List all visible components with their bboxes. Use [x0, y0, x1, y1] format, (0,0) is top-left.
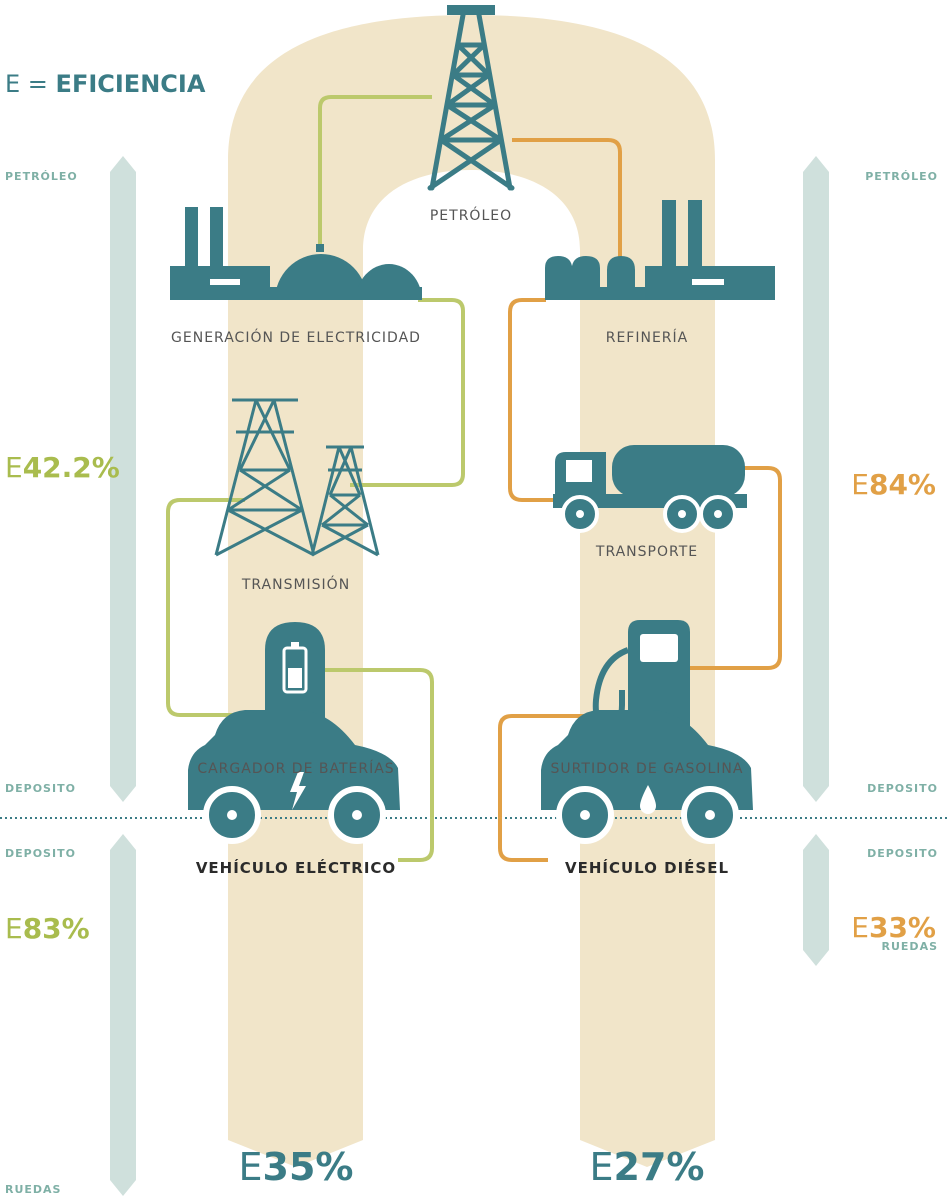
icon-shape — [227, 810, 237, 820]
efficiency-prefix: E — [851, 911, 869, 944]
title-prefix: E = — [5, 70, 48, 98]
node-label: TRANSMISIÓN — [241, 575, 350, 593]
icon-shape — [291, 642, 299, 648]
efficiency-prefix: E — [590, 1145, 614, 1189]
node-label: PETRÓLEO — [430, 206, 512, 224]
vehicle-label: VEHÍCULO DIÉSEL — [565, 858, 729, 877]
efficiency-prefix: E — [5, 451, 23, 484]
icon-shape — [678, 510, 686, 518]
stage-efficiency: E84% — [851, 468, 936, 501]
icon-shape — [640, 634, 678, 662]
scale-label: DEPOSITO — [5, 782, 76, 795]
scale-label: PETRÓLEO — [865, 170, 938, 183]
scale-label: RUEDAS — [5, 1183, 61, 1196]
efficiency-prefix: E — [851, 468, 869, 501]
icon-shape — [692, 279, 724, 285]
icon-shape — [714, 510, 722, 518]
connector — [510, 300, 556, 500]
total-efficiency: E27% — [590, 1145, 705, 1189]
scale-label: DEPOSITO — [867, 847, 938, 860]
node-label: SURTIDOR DE GASOLINA — [551, 761, 744, 777]
node-label: REFINERÍA — [606, 329, 689, 346]
efficiency-value: 84% — [869, 468, 936, 501]
efficiency-prefix: E — [239, 1145, 263, 1189]
connector — [350, 300, 463, 485]
title-text: EFICIENCIA — [56, 70, 206, 98]
icon-shape — [288, 668, 302, 688]
node-label: GENERACIÓN DE ELECTRICIDAD — [171, 328, 421, 346]
icon-shape — [580, 810, 590, 820]
icon-shape — [210, 279, 240, 285]
icon-shape — [662, 200, 676, 270]
node-label: TRANSPORTE — [595, 544, 698, 560]
icon-shape — [688, 200, 702, 270]
node-label: CARGADOR DE BATERÍAS — [197, 760, 394, 777]
scale-bar — [803, 156, 829, 802]
icon-shape — [316, 244, 324, 252]
scale-label: DEPOSITO — [5, 847, 76, 860]
title: E = EFICIENCIA — [5, 70, 206, 98]
efficiency-prefix: E — [5, 912, 23, 945]
efficiency-value: 35% — [263, 1145, 354, 1189]
scale-label: PETRÓLEO — [5, 170, 78, 183]
scale-bar — [803, 834, 829, 966]
efficiency-value: 83% — [23, 912, 90, 945]
icon-shape — [185, 207, 198, 272]
icon-shape — [545, 287, 775, 300]
icon-shape — [352, 810, 362, 820]
icon-shape — [612, 445, 745, 497]
icon-shape — [210, 207, 223, 272]
icon-shape — [566, 460, 592, 482]
vehicle-label: VEHÍCULO ELÉCTRICO — [196, 858, 396, 877]
stage-efficiency: E83% — [5, 912, 90, 945]
efficiency-value: 42.2% — [23, 451, 120, 484]
stage-efficiency: E42.2% — [5, 451, 120, 484]
efficiency-value: 27% — [614, 1145, 705, 1189]
total-efficiency: E35% — [239, 1145, 354, 1189]
scale-label: DEPOSITO — [867, 782, 938, 795]
stage-efficiency: E33% — [851, 911, 936, 944]
icon-shape — [576, 510, 584, 518]
icon-shape — [447, 5, 495, 15]
infographic: E = EFICIENCIA PETRÓLEO GENERACIÓN DE EL… — [0, 0, 949, 1199]
icon-shape — [170, 287, 422, 300]
efficiency-value: 33% — [869, 911, 936, 944]
scale-bar — [110, 834, 136, 1196]
icon-shape — [705, 810, 715, 820]
